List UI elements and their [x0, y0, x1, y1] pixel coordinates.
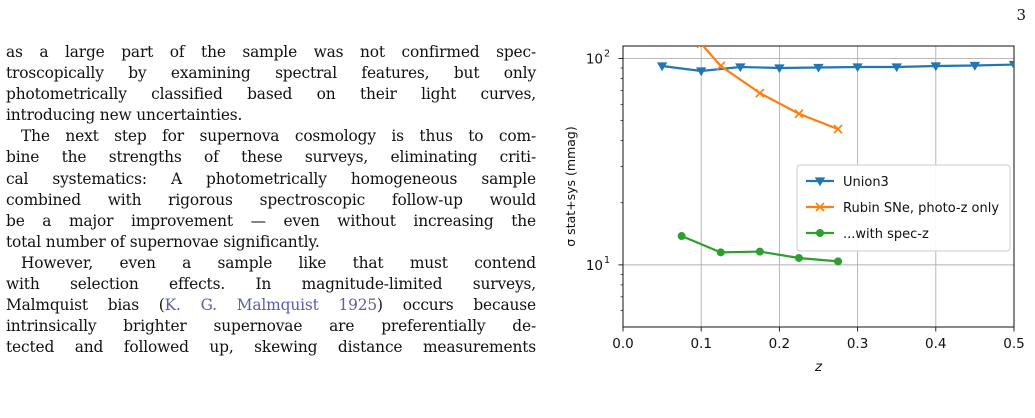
- data-point: [794, 253, 803, 262]
- y-axis-label: σ stat+sys (mmag): [563, 126, 578, 246]
- legend-swatch-marker: [815, 202, 825, 212]
- data-point: [755, 88, 765, 98]
- legend-entry-label: ...with spec-z: [843, 227, 929, 242]
- text-line: as a large part of the sample was not co…: [6, 43, 536, 61]
- legend-entry-label: Union3: [843, 175, 889, 190]
- body-text-column: as a large part of the sample was not co…: [6, 42, 536, 358]
- legend-entry-label: Rubin SNe, photo-z only: [843, 201, 999, 216]
- text-line: combined with rigorous spectroscopic fol…: [6, 190, 536, 209]
- data-point: [969, 61, 981, 71]
- x-tick-label: 0.4: [925, 336, 946, 352]
- series-line: [661, 63, 1014, 73]
- x-axis-label: z: [814, 359, 823, 375]
- series-1: [696, 46, 843, 134]
- data-point: [716, 61, 726, 71]
- text-line: introducing new uncertainties.: [6, 106, 243, 125]
- data-point: [834, 257, 843, 266]
- y-tick-label: 10: [586, 52, 603, 68]
- data-point: [755, 247, 764, 256]
- data-point: [656, 62, 668, 72]
- data-point: [833, 124, 843, 134]
- data-point: [852, 63, 863, 73]
- legend-swatch-marker: [814, 177, 826, 187]
- y-tick-exponent: 2: [604, 49, 610, 60]
- text-line: be a major improvement — even without in…: [6, 211, 536, 230]
- data-point: [930, 62, 941, 72]
- sigma-vs-redshift-chart: Union3 Rubin SNe, photo-z only ...with spe…: [563, 45, 1025, 375]
- citation-link[interactable]: K. G. Malmquist 1925: [164, 296, 378, 315]
- plot-frame: [622, 45, 1015, 328]
- y-tick-label: 10: [586, 258, 603, 274]
- series-2: [677, 232, 843, 266]
- x-tick-label: 0.5: [1003, 336, 1024, 352]
- y-tick-base: 10: [586, 258, 603, 274]
- y-tick-base: 10: [586, 52, 603, 68]
- x-tick-label: 0.3: [847, 336, 868, 352]
- series-0: [656, 60, 1014, 77]
- text-line: bine the strengths of these surveys, eli…: [6, 148, 536, 167]
- data-point: [891, 63, 902, 73]
- text-line: total number of supernovae significantly…: [6, 232, 320, 251]
- text-line: However, even a sample like that must co…: [21, 253, 536, 272]
- figure-sigma-vs-redshift: Union3 Rubin SNe, photo-z only ...with spe…: [542, 28, 1035, 418]
- x-tick-label: 0.2: [769, 336, 790, 352]
- legend-swatch-marker: [816, 229, 824, 237]
- text-line: intrinsically brighter supernovae are pr…: [6, 317, 536, 336]
- text-fragment: Malmquist bias (: [6, 296, 165, 315]
- text-line: The next step for supernova cosmology is…: [21, 127, 536, 146]
- text-line: tected and followed up, skewing distance…: [6, 338, 536, 357]
- text-fragment: ) occurs because: [377, 296, 536, 315]
- series-line: [701, 46, 839, 131]
- data-point: [716, 248, 725, 257]
- text-line: cal systematics: A photometrically homog…: [6, 169, 536, 188]
- data-point: [696, 67, 707, 77]
- data-point: [813, 63, 824, 73]
- text-line: Malmquist bias (K. G. Malmquist 1925) oc…: [6, 295, 536, 316]
- data-point: [735, 63, 746, 73]
- text-line: troscopically by examining spectral feat…: [6, 64, 536, 83]
- text-line: with selection effects. In magnitude-lim…: [6, 275, 536, 294]
- data-point: [677, 232, 686, 241]
- text-line: photometrically classified based on thei…: [6, 85, 536, 104]
- data-point: [794, 109, 804, 119]
- data-point: [774, 64, 785, 74]
- y-tick-exponent: 1: [604, 255, 610, 266]
- data-point: [696, 46, 706, 49]
- x-tick-label: 0.1: [690, 336, 711, 352]
- page-number: 3: [1016, 6, 1026, 24]
- legend-box: [796, 164, 1011, 252]
- x-tick-label: 0.0: [612, 336, 633, 352]
